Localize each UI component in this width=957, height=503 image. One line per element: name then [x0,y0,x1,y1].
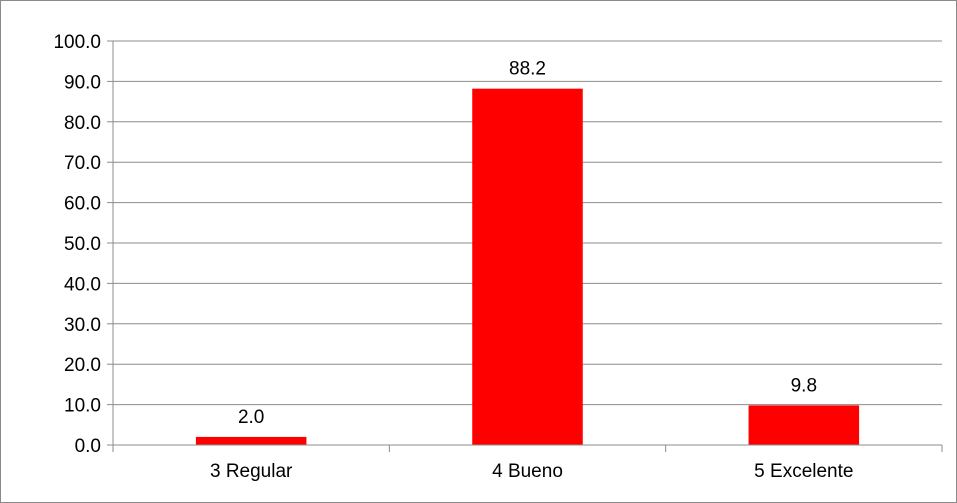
y-tick-label: 80.0 [64,113,101,134]
y-tick-label: 40.0 [64,274,101,295]
data-labels: 2.0 88.2 9.8 [238,59,817,428]
data-label: 88.2 [509,59,546,80]
bar-1 [472,88,583,445]
x-tick-label: 3 Regular [210,461,293,482]
y-tick-label: 10.0 [64,396,101,417]
y-tick-label: 100.0 [53,32,101,53]
y-tick-label: 60.0 [64,194,101,215]
bar-0 [195,436,307,445]
y-tick-label: 50.0 [64,234,101,255]
y-tick-label: 20.0 [64,355,101,376]
data-label: 2.0 [238,407,264,428]
x-tick-labels: 3 Regular 4 Bueno 5 Excelente [210,461,854,482]
y-tick-label: 90.0 [64,72,101,93]
x-tick-label: 5 Excelente [754,461,853,482]
y-tick-label: 70.0 [64,153,101,174]
axes [107,40,943,452]
y-tick-label: 0.0 [75,436,101,457]
y-tick-labels: 0.0 10.0 20.0 30.0 40.0 50.0 60.0 70.0 80.0 90.0 1… [53,32,101,457]
bar-2 [748,405,860,445]
data-label: 9.8 [791,375,817,396]
y-tick-label: 30.0 [64,315,101,336]
x-tick-label: 4 Bueno [492,461,563,482]
bars [195,88,860,445]
